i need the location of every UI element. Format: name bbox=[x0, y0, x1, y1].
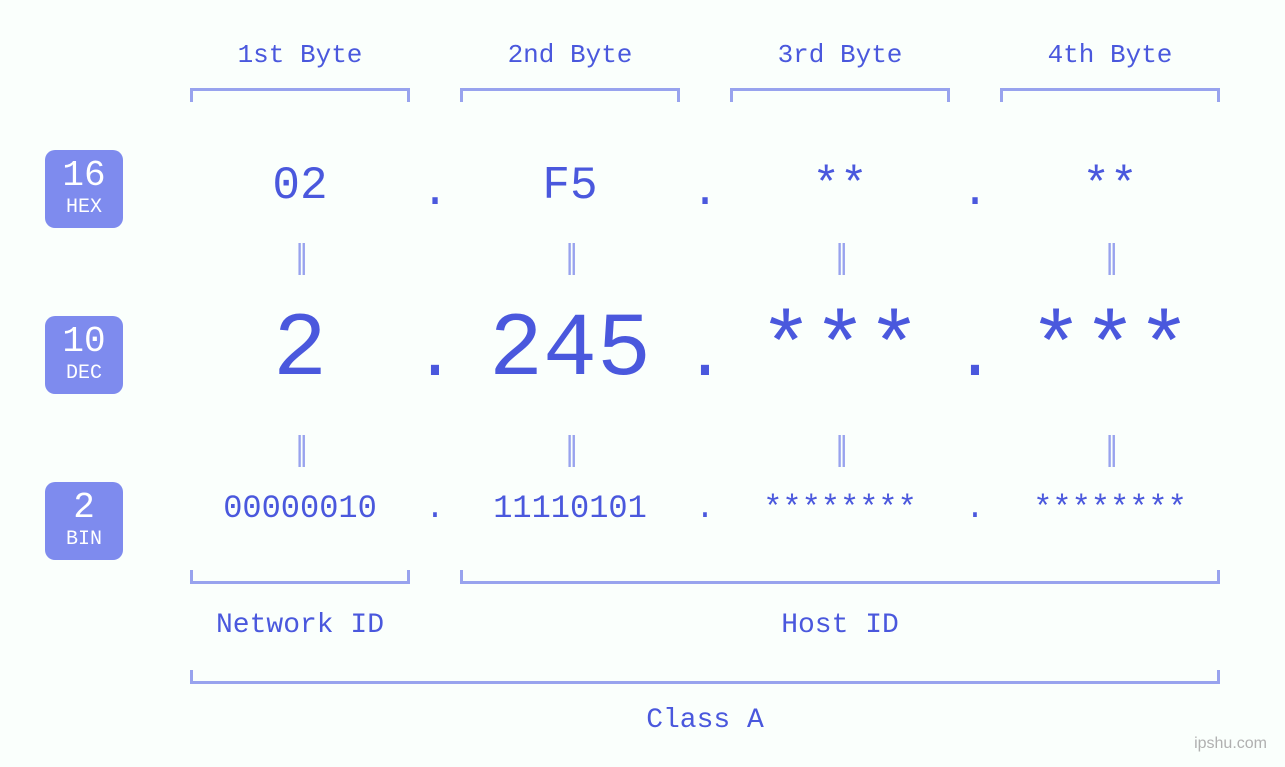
watermark: ipshu.com bbox=[1194, 735, 1267, 753]
hex-value: ** bbox=[990, 160, 1230, 212]
top-bracket bbox=[460, 88, 680, 102]
base-badge: 16HEX bbox=[45, 150, 123, 228]
dot-separator: . bbox=[420, 490, 450, 527]
dec-value: *** bbox=[990, 300, 1230, 402]
equals-icon: || bbox=[1093, 430, 1127, 469]
section-label: Host ID bbox=[460, 610, 1220, 641]
byte-header: 1st Byte bbox=[180, 40, 420, 70]
top-bracket bbox=[730, 88, 950, 102]
bin-value: 00000010 bbox=[180, 490, 420, 527]
top-bracket bbox=[190, 88, 410, 102]
badge-abbr: BIN bbox=[45, 530, 123, 550]
hex-value: 02 bbox=[180, 160, 420, 212]
dot-separator: . bbox=[690, 490, 720, 527]
badge-base: 16 bbox=[45, 156, 123, 196]
equals-icon: || bbox=[1093, 238, 1127, 277]
dec-value: *** bbox=[720, 300, 960, 402]
badge-base: 2 bbox=[45, 488, 123, 528]
equals-icon: || bbox=[823, 430, 857, 469]
dot-separator: . bbox=[680, 318, 730, 397]
equals-icon: || bbox=[553, 430, 587, 469]
base-badge: 2BIN bbox=[45, 482, 123, 560]
equals-icon: || bbox=[283, 238, 317, 277]
hex-value: ** bbox=[720, 160, 960, 212]
hex-value: F5 bbox=[450, 160, 690, 212]
bin-value: ******** bbox=[990, 490, 1230, 527]
section-label: Network ID bbox=[190, 610, 410, 641]
bin-value: ******** bbox=[720, 490, 960, 527]
dot-separator: . bbox=[685, 166, 725, 218]
byte-header: 4th Byte bbox=[990, 40, 1230, 70]
dot-separator: . bbox=[960, 490, 990, 527]
badge-base: 10 bbox=[45, 322, 123, 362]
class-label: Class A bbox=[190, 705, 1220, 736]
badge-abbr: DEC bbox=[45, 364, 123, 384]
section-bracket bbox=[460, 570, 1220, 584]
bin-value: 11110101 bbox=[450, 490, 690, 527]
equals-icon: || bbox=[553, 238, 587, 277]
dot-separator: . bbox=[415, 166, 455, 218]
badge-abbr: HEX bbox=[45, 198, 123, 218]
base-badge: 10DEC bbox=[45, 316, 123, 394]
dec-value: 245 bbox=[450, 300, 690, 402]
dot-separator: . bbox=[410, 318, 460, 397]
byte-header: 3rd Byte bbox=[720, 40, 960, 70]
byte-header: 2nd Byte bbox=[450, 40, 690, 70]
top-bracket bbox=[1000, 88, 1220, 102]
equals-icon: || bbox=[823, 238, 857, 277]
section-bracket bbox=[190, 570, 410, 584]
dot-separator: . bbox=[955, 166, 995, 218]
class-bracket bbox=[190, 670, 1220, 684]
equals-icon: || bbox=[283, 430, 317, 469]
dot-separator: . bbox=[950, 318, 1000, 397]
dec-value: 2 bbox=[180, 300, 420, 402]
